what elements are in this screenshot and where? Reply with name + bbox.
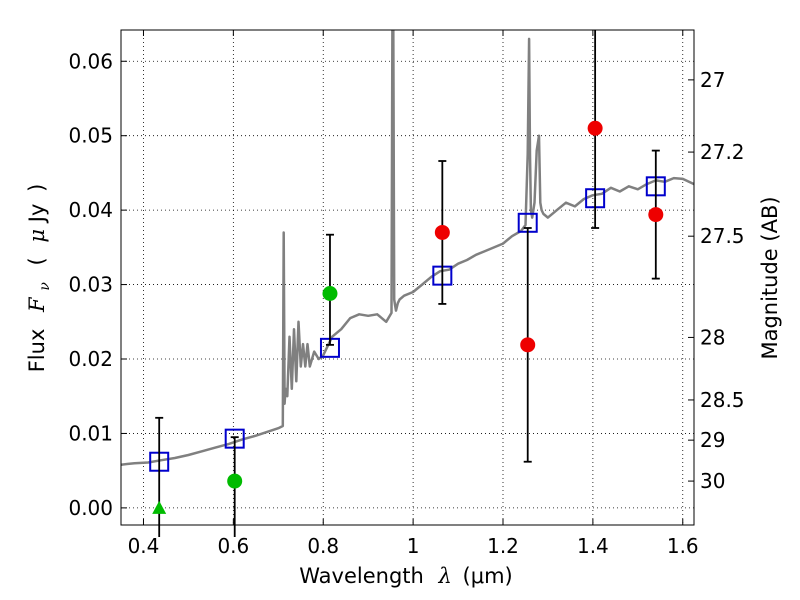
y-tick-label: 0.04 <box>68 198 113 222</box>
x-tick-label: 1.6 <box>667 534 699 558</box>
plot-frame <box>120 29 695 526</box>
plot-background <box>121 30 694 525</box>
x-axis-label: Wavelength λ (μm) <box>299 564 512 588</box>
magnitude-tick-label: 27.2 <box>700 140 745 164</box>
x-axis-label-text: Wavelength <box>299 564 424 588</box>
x-tick-label: 0.8 <box>307 534 339 558</box>
x-tick-label: 1 <box>407 534 420 558</box>
y-axis-label-mu: μ <box>25 229 49 243</box>
y-axis-label-text: Flux <box>25 329 49 373</box>
error-bar-overflow <box>152 30 664 537</box>
observed-flux-point <box>227 473 243 489</box>
y-axis-label-unit: Jy <box>25 204 49 225</box>
y-axis-label-symbol: F <box>25 296 49 313</box>
magnitude-axis-label: Magnitude (AB) <box>758 196 782 359</box>
magnitude-tick-label: 29 <box>700 428 725 452</box>
y-tick-label: 0.02 <box>68 347 113 371</box>
magnitude-axis: 27 27.2 27.5 28 28.5 29 30 <box>688 68 745 493</box>
y-axis-label-subscript: ν <box>37 282 53 291</box>
y-axis-label-paren-open: ( <box>25 257 49 265</box>
model-spectrum-line <box>121 30 694 466</box>
observed-flux-triangle <box>152 500 167 514</box>
x-axis: 0.4 0.6 0.8 1 1.2 1.4 1.6 <box>128 30 699 558</box>
observed-flux-point <box>322 286 338 302</box>
y-tick-label: 0.06 <box>68 49 113 73</box>
x-axis-label-symbol: λ <box>438 564 452 588</box>
y-axis: 0.00 0.01 0.02 0.03 0.04 0.05 0.06 <box>68 49 127 520</box>
y-axis-label: Flux F ν ( μ Jy ) <box>25 184 54 373</box>
x-tick-label: 0.6 <box>217 534 249 558</box>
x-axis-label-unit: (μm) <box>463 564 513 588</box>
magnitude-tick-label: 28 <box>700 325 725 349</box>
y-tick-label: 0.03 <box>68 273 113 297</box>
y-tick-label: 0.00 <box>68 496 113 520</box>
x-tick-label: 1.4 <box>577 534 609 558</box>
y-tick-label: 0.05 <box>68 124 113 148</box>
y-tick-label: 0.01 <box>68 421 113 445</box>
magnitude-tick-label: 30 <box>700 469 725 493</box>
x-tick-label: 0.4 <box>128 534 160 558</box>
observed-flux-point <box>587 120 603 136</box>
y-axis-label-paren-close: ) <box>25 184 49 192</box>
observed-flux-point <box>434 224 450 240</box>
magnitude-tick-label: 28.5 <box>700 388 745 412</box>
x-tick-label: 1.2 <box>487 534 519 558</box>
magnitude-tick-label: 27 <box>700 68 725 92</box>
observed-flux-point <box>648 207 664 223</box>
observed-flux-point <box>520 337 536 353</box>
magnitude-tick-label: 27.5 <box>700 224 745 248</box>
